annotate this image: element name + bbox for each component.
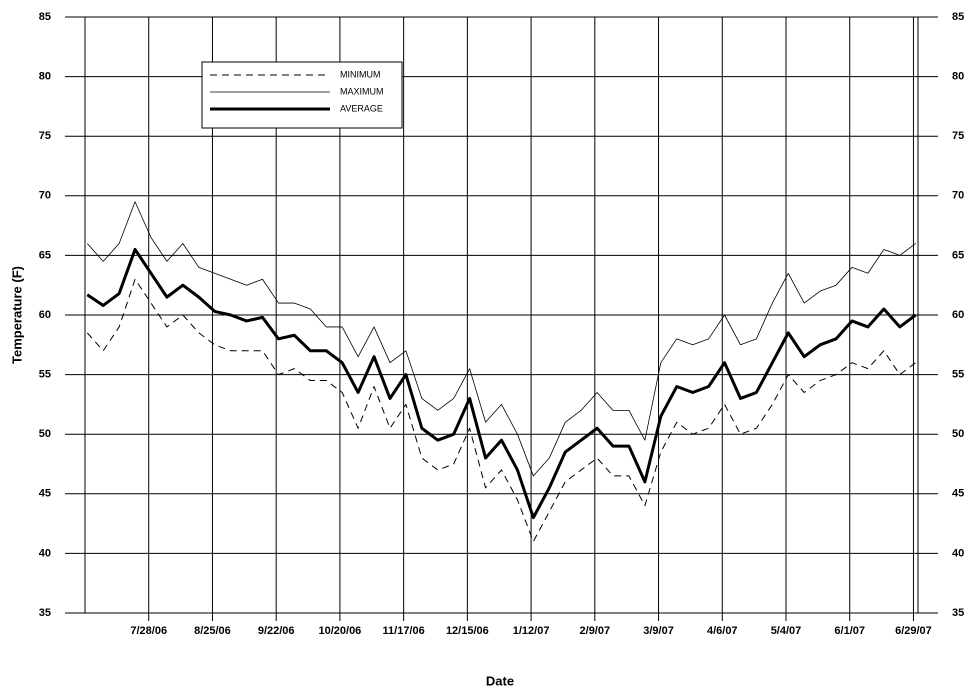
y2-tick-label: 85 — [952, 11, 964, 23]
y2-tick-label: 35 — [952, 607, 964, 619]
legend-label: AVERAGE — [340, 103, 383, 113]
series-line — [86, 278, 917, 542]
y2-tick-label: 40 — [952, 547, 964, 559]
x-tick-label: 1/12/07 — [513, 625, 550, 637]
y2-tick-label: 45 — [952, 488, 964, 500]
y2-tick-label: 80 — [952, 71, 964, 83]
x-tick-label: 12/15/06 — [446, 625, 489, 637]
y2-tick-label: 75 — [952, 130, 964, 142]
y-tick-label: 55 — [39, 369, 51, 381]
y-tick-label: 45 — [39, 488, 51, 500]
x-axis-label: Date — [486, 673, 514, 688]
y-tick-label: 85 — [39, 11, 51, 23]
y-tick-label: 35 — [39, 607, 51, 619]
x-tick-label: 10/20/06 — [318, 625, 361, 637]
x-tick-label: 3/9/07 — [643, 625, 674, 637]
y-tick-label: 80 — [39, 71, 51, 83]
x-tick-label: 5/4/07 — [771, 625, 802, 637]
y-tick-label: 75 — [39, 130, 51, 142]
x-tick-label: 6/29/07 — [895, 625, 932, 637]
legend-box — [201, 61, 403, 129]
y2-tick-label: 65 — [952, 249, 964, 261]
series-line — [86, 247, 917, 520]
y2-tick-label: 70 — [952, 190, 964, 202]
plot-border — [84, 16, 919, 614]
x-tick-label: 7/28/06 — [130, 625, 167, 637]
y2-tick-label: 60 — [952, 309, 964, 321]
legend-label: MINIMUM — [340, 69, 381, 79]
y-axis-label: Temperature (F) — [9, 266, 24, 364]
y-tick-label: 70 — [39, 190, 51, 202]
y-tick-label: 40 — [39, 547, 51, 559]
x-tick-label: 2/9/07 — [580, 625, 611, 637]
y2-tick-label: 50 — [952, 428, 964, 440]
y2-tick-label: 55 — [952, 369, 964, 381]
x-tick-label: 8/25/06 — [194, 625, 231, 637]
y-tick-label: 60 — [39, 309, 51, 321]
x-tick-label: 9/22/06 — [258, 625, 295, 637]
x-tick-label: 6/1/07 — [834, 625, 865, 637]
series-line — [86, 201, 916, 477]
legend-label: MAXIMUM — [340, 86, 384, 96]
y-tick-label: 65 — [39, 249, 51, 261]
x-tick-label: 11/17/06 — [383, 625, 425, 637]
y-tick-label: 50 — [39, 428, 51, 440]
x-tick-label: 4/6/07 — [707, 625, 738, 637]
